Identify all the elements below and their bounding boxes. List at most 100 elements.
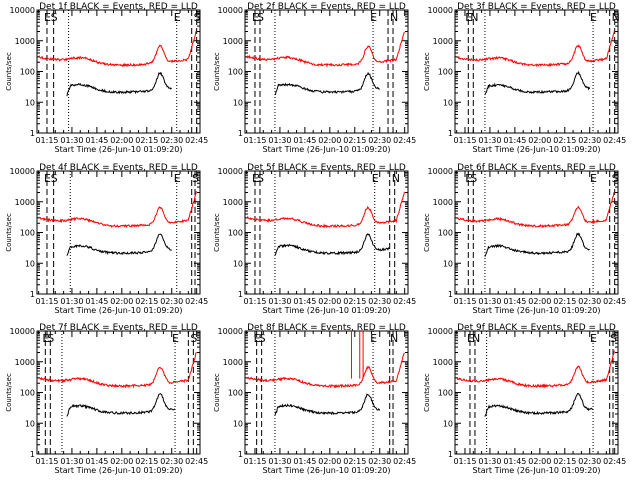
y-tick-label: 1 xyxy=(238,450,243,459)
y-tick-label: 1000 xyxy=(15,37,35,46)
event-marker-label: E xyxy=(174,172,181,185)
y-tick-label: 10000 xyxy=(10,327,35,336)
events-series-line xyxy=(274,233,391,256)
event-marker-label: E xyxy=(42,332,49,345)
x-axis-label: Start Time (26-Jun-10 01:09:20) xyxy=(263,145,391,154)
event-marker-label: S xyxy=(259,332,266,345)
event-marker-label: N xyxy=(390,11,398,24)
x-tick-label: 01:30 xyxy=(478,457,501,466)
events-series-line xyxy=(484,70,591,96)
detector-panel-1: Det 1f BLACK = Events, RED = LLD 1 10 100 10… xyxy=(5,2,208,154)
y-tick-label: 1 xyxy=(30,129,35,138)
x-tick-label: 02:00 xyxy=(318,457,341,466)
x-tick-label: 02:45 xyxy=(185,136,208,145)
x-axis-label: Start Time (26-Jun-10 01:09:20) xyxy=(55,306,183,315)
y-tick-label: 100 xyxy=(228,389,243,398)
y-tick-label: 10 xyxy=(25,419,35,428)
y-tick-label: 1 xyxy=(30,290,35,299)
y-axis-label: Counts/sec xyxy=(213,52,221,91)
x-tick-label: 02:00 xyxy=(318,297,341,306)
events-series-line xyxy=(66,393,176,417)
x-tick-label: 02:45 xyxy=(603,457,626,466)
x-tick-label: 01:15 xyxy=(243,297,266,306)
detector-panel-6: Det 6f BLACK = Events, RED = LLD 1 10 100 10… xyxy=(423,163,626,315)
x-tick-label: 01:15 xyxy=(243,136,266,145)
x-tick-label: 02:00 xyxy=(528,297,551,306)
y-tick-label: 100 xyxy=(20,389,35,398)
x-tick-label: 01:45 xyxy=(85,457,108,466)
y-tick-label: 1 xyxy=(30,450,35,459)
x-tick-label: 01:15 xyxy=(453,457,476,466)
x-tick-label: 02:45 xyxy=(393,136,416,145)
x-tick-label: 02:15 xyxy=(553,136,576,145)
event-marker-label: S xyxy=(51,11,58,24)
panel-title: Det 5f BLACK = Events, RED = LLD xyxy=(247,163,406,173)
x-tick-label: 01:45 xyxy=(85,136,108,145)
y-axis-label: Counts/sec xyxy=(5,213,13,252)
panel-title: Det 2f BLACK = Events, RED = LLD xyxy=(247,2,406,12)
x-tick-label: 01:15 xyxy=(453,297,476,306)
x-tick-label: 01:45 xyxy=(503,297,526,306)
x-tick-label: 02:15 xyxy=(135,136,158,145)
event-marker-label: N xyxy=(392,172,400,185)
x-tick-label: 02:45 xyxy=(185,297,208,306)
y-tick-label: 100 xyxy=(438,389,453,398)
event-marker-label: N xyxy=(472,332,480,345)
y-tick-label: 10000 xyxy=(10,167,35,176)
detector-panel-7: Det 7f BLACK = Events, RED = LLD 1 10 100 10… xyxy=(5,323,208,475)
x-tick-label: 01:30 xyxy=(60,136,83,145)
x-tick-label: 02:30 xyxy=(578,457,601,466)
y-tick-label: 10 xyxy=(233,259,243,268)
y-axis-label: Counts/sec xyxy=(213,213,221,252)
event-marker-label: S xyxy=(190,332,197,345)
y-axis-label: Counts/sec xyxy=(423,213,431,252)
event-marker-label: E xyxy=(590,172,597,185)
y-tick-label: 1 xyxy=(448,290,453,299)
detector-panel-9: Det 9f BLACK = Events, RED = LLD 1 10 100 10… xyxy=(423,323,626,475)
x-tick-label: 01:15 xyxy=(35,297,58,306)
x-tick-label: 02:15 xyxy=(135,297,158,306)
y-tick-label: 1000 xyxy=(223,37,243,46)
y-tick-label: 10000 xyxy=(218,327,243,336)
event-marker-label: S xyxy=(257,11,264,24)
x-tick-label: 01:30 xyxy=(268,136,291,145)
x-tick-label: 01:30 xyxy=(268,297,291,306)
y-tick-label: 100 xyxy=(228,229,243,238)
y-tick-label: 10 xyxy=(443,419,453,428)
y-axis-label: Counts/sec xyxy=(5,52,13,91)
x-tick-label: 02:30 xyxy=(160,457,183,466)
x-tick-label: 01:15 xyxy=(35,136,58,145)
x-tick-label: 02:30 xyxy=(578,297,601,306)
y-tick-label: 10000 xyxy=(428,6,453,15)
events-series-line xyxy=(66,71,172,97)
x-axis-label: Start Time (26-Jun-10 01:09:20) xyxy=(473,306,601,315)
x-tick-label: 01:45 xyxy=(293,457,316,466)
panel-title: Det 7f BLACK = Events, RED = LLD xyxy=(39,323,198,333)
y-tick-label: 1000 xyxy=(433,37,453,46)
events-series-line xyxy=(484,232,590,257)
y-tick-label: 10 xyxy=(233,98,243,107)
event-marker-label: E xyxy=(465,172,472,185)
event-marker-label: N xyxy=(612,11,620,24)
x-tick-label: 01:45 xyxy=(85,297,108,306)
y-tick-label: 10000 xyxy=(428,167,453,176)
lld-series-line xyxy=(38,351,197,389)
y-tick-label: 10 xyxy=(25,98,35,107)
y-tick-label: 10000 xyxy=(218,167,243,176)
x-axis-label: Start Time (26-Jun-10 01:09:20) xyxy=(55,145,183,154)
y-axis-label: Counts/sec xyxy=(5,373,13,412)
event-marker-label: E xyxy=(252,172,259,185)
event-marker-label: S xyxy=(610,332,617,345)
x-tick-label: 02:00 xyxy=(528,457,551,466)
x-tick-label: 02:30 xyxy=(368,136,391,145)
y-tick-label: 100 xyxy=(20,68,35,77)
x-tick-label: 02:15 xyxy=(553,297,576,306)
x-tick-label: 01:45 xyxy=(503,457,526,466)
event-marker-label: E xyxy=(370,332,377,345)
event-marker-label: E xyxy=(590,332,597,345)
y-tick-label: 100 xyxy=(438,68,453,77)
event-marker-label: E xyxy=(370,11,377,24)
event-marker-label: S xyxy=(192,172,199,185)
x-tick-label: 02:30 xyxy=(368,457,391,466)
